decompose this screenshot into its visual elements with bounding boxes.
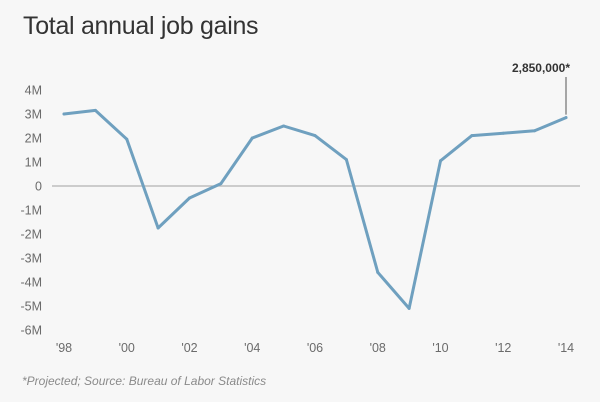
- y-tick-label: 2M: [25, 132, 42, 146]
- y-tick-label: -1M: [20, 204, 42, 218]
- chart-title: Total annual job gains: [23, 12, 259, 40]
- source-note: *Projected; Source: Bureau of Labor Stat…: [22, 374, 267, 388]
- data-point: [533, 129, 537, 133]
- data-point: [470, 134, 474, 138]
- y-axis-ticks: 4M 3M 2M 1M 0 -1M -2M -3M -4M -5M -6M: [20, 84, 42, 338]
- x-tick-label: '08: [370, 341, 386, 355]
- y-tick-label: -5M: [20, 300, 42, 314]
- y-tick-label: 0: [35, 180, 42, 194]
- y-tick-label: -3M: [20, 252, 42, 266]
- data-point: [188, 196, 191, 200]
- x-tick-label: '12: [495, 341, 511, 355]
- data-point: [501, 131, 505, 135]
- data-point: [93, 108, 97, 112]
- data-point: [156, 226, 160, 230]
- x-tick-label: '98: [56, 341, 72, 355]
- y-tick-label: 4M: [25, 84, 42, 98]
- data-point: [376, 270, 380, 274]
- x-tick-label: '04: [244, 341, 260, 355]
- data-point: [344, 158, 348, 162]
- data-point: [439, 159, 442, 163]
- data-point: [125, 137, 129, 141]
- data-point: [250, 136, 254, 140]
- data-point: [62, 112, 66, 116]
- data-point: [219, 182, 223, 186]
- x-tick-label: '06: [307, 341, 323, 355]
- x-tick-label: '00: [119, 341, 135, 355]
- data-points: [62, 108, 568, 310]
- data-point: [564, 116, 568, 120]
- y-tick-label: 1M: [25, 156, 42, 170]
- y-tick-label: 3M: [25, 108, 42, 122]
- x-tick-label: '14: [558, 341, 574, 355]
- y-tick-label: -4M: [20, 276, 42, 290]
- data-point: [407, 306, 411, 310]
- series-line: [62, 108, 568, 310]
- y-tick-label: -2M: [20, 228, 42, 242]
- x-axis-ticks: '98 '00 '02 '04 '06 '08 '10 '12 '14: [56, 341, 574, 355]
- x-tick-label: '10: [432, 341, 448, 355]
- annotation-label: 2,850,000*: [512, 61, 570, 75]
- y-tick-label: -6M: [20, 324, 42, 338]
- data-point: [282, 124, 286, 128]
- x-tick-label: '02: [181, 341, 197, 355]
- data-point: [313, 134, 317, 138]
